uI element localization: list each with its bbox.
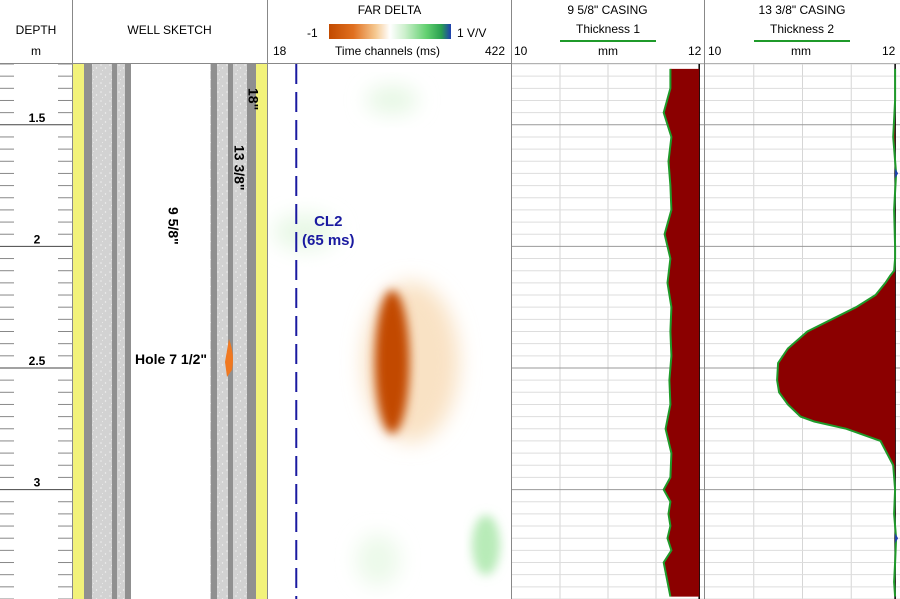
casing-13-left	[112, 64, 117, 599]
far-delta-colorbar	[329, 24, 451, 39]
thickness-excess-mark	[895, 168, 899, 179]
header-row: DEPTH m WELL SKETCH FAR DELTA -1 1 V/V 1…	[0, 0, 900, 64]
thickness2-curve	[776, 68, 898, 597]
casing-18-left	[84, 64, 92, 599]
thickness1-name: Thickness 1	[575, 22, 641, 36]
cl2-time-label: (65 ms)	[302, 232, 355, 249]
depth-tick-label: 2	[34, 232, 41, 246]
hole-anomaly	[225, 339, 233, 377]
thickness2-axis-max: 12	[882, 44, 896, 58]
thickness2-fill	[777, 68, 897, 597]
colorbar-max-label: 1 V/V	[457, 26, 487, 40]
depth-ticks: 1.5 2 2.5 3	[0, 63, 72, 599]
thickness1-fill	[663, 68, 700, 597]
casing-9-label: 9 5/8"	[165, 207, 181, 245]
casing-9-right	[211, 64, 217, 599]
annulus-right	[218, 64, 228, 599]
far-delta-title: FAR DELTA	[357, 3, 422, 17]
thickness1-axis-max: 12	[688, 44, 702, 58]
depth-tick-label: 1.5	[29, 111, 46, 125]
casing-13-right	[228, 64, 233, 599]
cement-fill-left	[92, 64, 112, 599]
cement-left	[73, 64, 84, 599]
track-separators	[72, 0, 705, 599]
thickness1-axis-min: 10	[514, 44, 528, 58]
far-delta-heatmap	[273, 86, 500, 586]
time-axis-label: Time channels (ms)	[335, 44, 440, 58]
delta-halo-bottomright	[472, 515, 500, 575]
thickness-excess-mark	[895, 533, 899, 544]
well-sketch-title: WELL SKETCH	[127, 23, 212, 37]
depth-tick-label: 2.5	[29, 354, 46, 368]
thickness2-name: Thickness 2	[769, 22, 835, 36]
time-axis-max: 422	[485, 44, 506, 58]
cl2-label: CL2	[314, 213, 342, 230]
thickness2-axis-min: 10	[708, 44, 722, 58]
depth-unit-label: m	[31, 44, 41, 58]
thickness1-curve	[662, 68, 673, 597]
casing-9-left	[125, 64, 131, 599]
casing2-title: 13 3/8" CASING	[758, 3, 846, 17]
thickness2-excess-marks	[895, 168, 899, 544]
hole-label: Hole 7 1/2"	[135, 351, 207, 367]
casing-18-label: 18"	[245, 88, 261, 110]
thickness1-unit: mm	[598, 44, 618, 58]
thickness2-unit: mm	[791, 44, 811, 58]
cement-right	[256, 64, 267, 599]
well-sketch: 18" 13 3/8" 9 5/8" Hole 7 1/2"	[73, 64, 267, 599]
thickness2-legend-line	[754, 40, 850, 42]
delta-halo-top	[366, 86, 418, 114]
thickness1-legend-line	[560, 40, 656, 42]
time-axis-min: 18	[273, 44, 287, 58]
depth-tick-label: 3	[34, 476, 41, 490]
depth-track-title: DEPTH	[15, 23, 57, 37]
annulus-left	[117, 64, 125, 599]
casing-18-right	[247, 64, 256, 599]
casing1-title: 9 5/8" CASING	[567, 3, 648, 17]
delta-halo-bottom	[356, 534, 400, 586]
delta-anomaly	[374, 290, 410, 434]
colorbar-min-label: -1	[307, 26, 318, 40]
delta-halo-topleft	[273, 214, 337, 250]
casing-13-label: 13 3/8"	[231, 145, 247, 191]
